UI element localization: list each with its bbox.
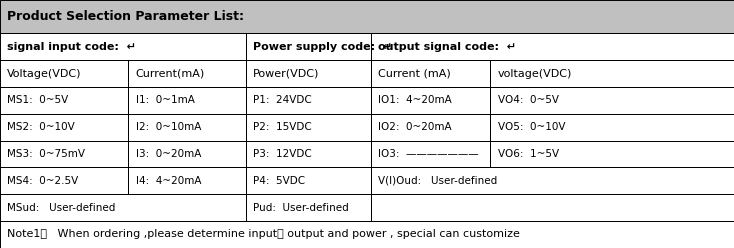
Bar: [0, 141, 128, 167]
Text: I4:  4~20mA: I4: 4~20mA: [136, 176, 201, 186]
Bar: [0, 60, 128, 87]
Bar: [371, 60, 490, 87]
Bar: [0, 114, 128, 141]
Bar: [246, 33, 371, 60]
Text: signal input code:  ↵: signal input code: ↵: [7, 42, 137, 52]
Text: P4:  5VDC: P4: 5VDC: [253, 176, 305, 186]
Bar: [128, 60, 246, 87]
Bar: [490, 141, 734, 167]
Text: MSud:   User-defined: MSud: User-defined: [7, 203, 116, 213]
Bar: [246, 141, 371, 167]
Bar: [371, 141, 490, 167]
Bar: [0, 221, 734, 248]
Bar: [0, 167, 128, 194]
Bar: [371, 167, 734, 194]
Text: P2:  15VDC: P2: 15VDC: [253, 122, 312, 132]
Text: Product Selection Parameter List:: Product Selection Parameter List:: [7, 10, 244, 23]
Bar: [0, 0, 734, 33]
Text: VO4:  0~5V: VO4: 0~5V: [498, 95, 559, 105]
Text: P1:  24VDC: P1: 24VDC: [253, 95, 312, 105]
Bar: [246, 194, 371, 221]
Text: Power(VDC): Power(VDC): [253, 69, 319, 79]
Text: V(I)Oud:   User-defined: V(I)Oud: User-defined: [378, 176, 497, 186]
Text: VO6:  1~5V: VO6: 1~5V: [498, 149, 559, 159]
Text: MS3:  0~75mV: MS3: 0~75mV: [7, 149, 85, 159]
Bar: [0, 194, 246, 221]
Bar: [371, 194, 734, 221]
Text: I1:  0~1mA: I1: 0~1mA: [136, 95, 195, 105]
Text: MS2:  0~10V: MS2: 0~10V: [7, 122, 75, 132]
Bar: [490, 87, 734, 114]
Text: IO3:  ———————: IO3: ———————: [378, 149, 479, 159]
Text: IO2:  0~20mA: IO2: 0~20mA: [378, 122, 451, 132]
Bar: [490, 114, 734, 141]
Bar: [246, 114, 371, 141]
Bar: [128, 87, 246, 114]
Bar: [371, 114, 490, 141]
Bar: [246, 87, 371, 114]
Text: P3:  12VDC: P3: 12VDC: [253, 149, 312, 159]
Text: VO5:  0~10V: VO5: 0~10V: [498, 122, 565, 132]
Text: MS1:  0~5V: MS1: 0~5V: [7, 95, 68, 105]
Text: output signal code:  ↵: output signal code: ↵: [378, 42, 516, 52]
Text: Current(mA): Current(mA): [136, 69, 205, 79]
Bar: [246, 60, 371, 87]
Bar: [246, 167, 371, 194]
Text: voltage(VDC): voltage(VDC): [498, 69, 572, 79]
Text: Voltage(VDC): Voltage(VDC): [7, 69, 81, 79]
Bar: [371, 87, 490, 114]
Bar: [128, 167, 246, 194]
Text: I3:  0~20mA: I3: 0~20mA: [136, 149, 201, 159]
Bar: [0, 33, 246, 60]
Text: IO1:  4~20mA: IO1: 4~20mA: [378, 95, 451, 105]
Text: Power supply code:  ↵: Power supply code: ↵: [253, 42, 393, 52]
Text: Note1：   When ordering ,please determine input、 output and power , special can c: Note1： When ordering ,please determine i…: [7, 229, 520, 240]
Bar: [371, 33, 734, 60]
Text: Pud:  User-defined: Pud: User-defined: [253, 203, 349, 213]
Text: I2:  0~10mA: I2: 0~10mA: [136, 122, 201, 132]
Text: MS4:  0~2.5V: MS4: 0~2.5V: [7, 176, 79, 186]
Bar: [128, 141, 246, 167]
Bar: [128, 114, 246, 141]
Text: Current (mA): Current (mA): [378, 69, 451, 79]
Bar: [0, 0, 734, 33]
Bar: [490, 60, 734, 87]
Bar: [0, 87, 128, 114]
